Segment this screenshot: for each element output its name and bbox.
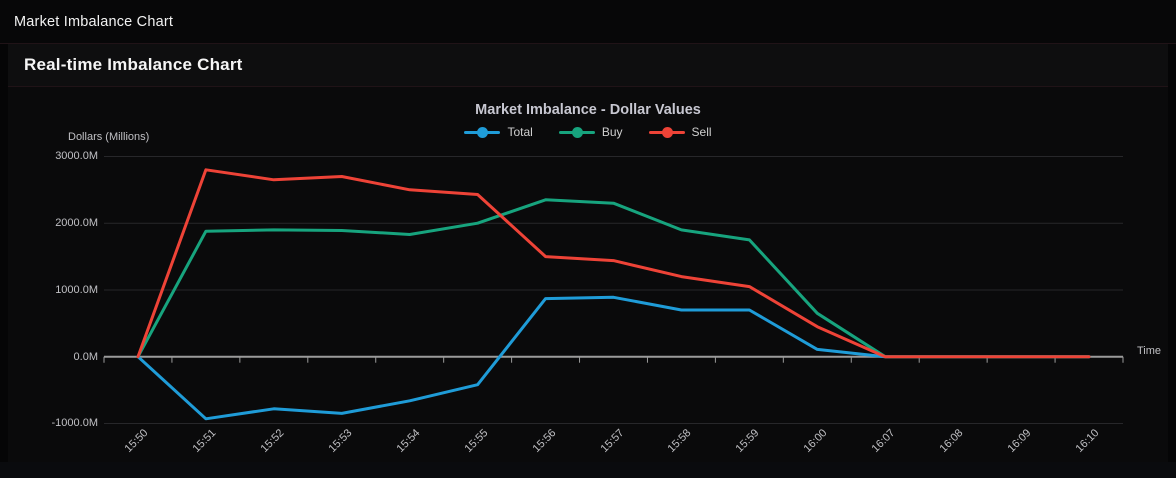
- page-header: Real-time Imbalance Chart: [8, 44, 1168, 87]
- chart-title: Market Imbalance - Dollar Values: [475, 102, 701, 118]
- footer-strip: [0, 462, 1176, 478]
- legend-label: Buy: [601, 125, 623, 139]
- legend-marker-icon: [558, 126, 595, 138]
- market-imbalance-chart[interactable]: Market Imbalance - Dollar Values Total Bu…: [8, 87, 1168, 462]
- y-axis-tick-label: 3000.0M: [55, 150, 98, 163]
- chart-legend: Total Buy Sell: [8, 125, 1168, 139]
- y-axis-title: Dollars (Millions): [68, 131, 150, 143]
- y-axis-tick-label: -1000.0M: [51, 417, 98, 430]
- legend-marker-icon: [648, 126, 685, 138]
- legend-item-sell[interactable]: Sell: [648, 125, 712, 139]
- window-title-bar: Market Imbalance Chart: [0, 0, 1176, 44]
- series-line-sell[interactable]: [136, 168, 1091, 359]
- y-axis-tick-label: 2000.0M: [55, 217, 98, 230]
- y-axis-tick-label: 0.0M: [73, 350, 98, 363]
- legend-item-total[interactable]: Total: [464, 125, 533, 139]
- x-axis-title: Time: [1137, 345, 1162, 357]
- legend-label: Total: [507, 125, 533, 139]
- page-title: Real-time Imbalance Chart: [24, 55, 243, 74]
- legend-marker-icon: [464, 126, 501, 138]
- plot-area[interactable]: [8, 87, 1168, 462]
- y-axis-tick-label: 1000.0M: [55, 283, 98, 296]
- legend-label: Sell: [691, 125, 712, 139]
- window-title: Market Imbalance Chart: [14, 13, 174, 30]
- legend-item-buy[interactable]: Buy: [558, 125, 623, 139]
